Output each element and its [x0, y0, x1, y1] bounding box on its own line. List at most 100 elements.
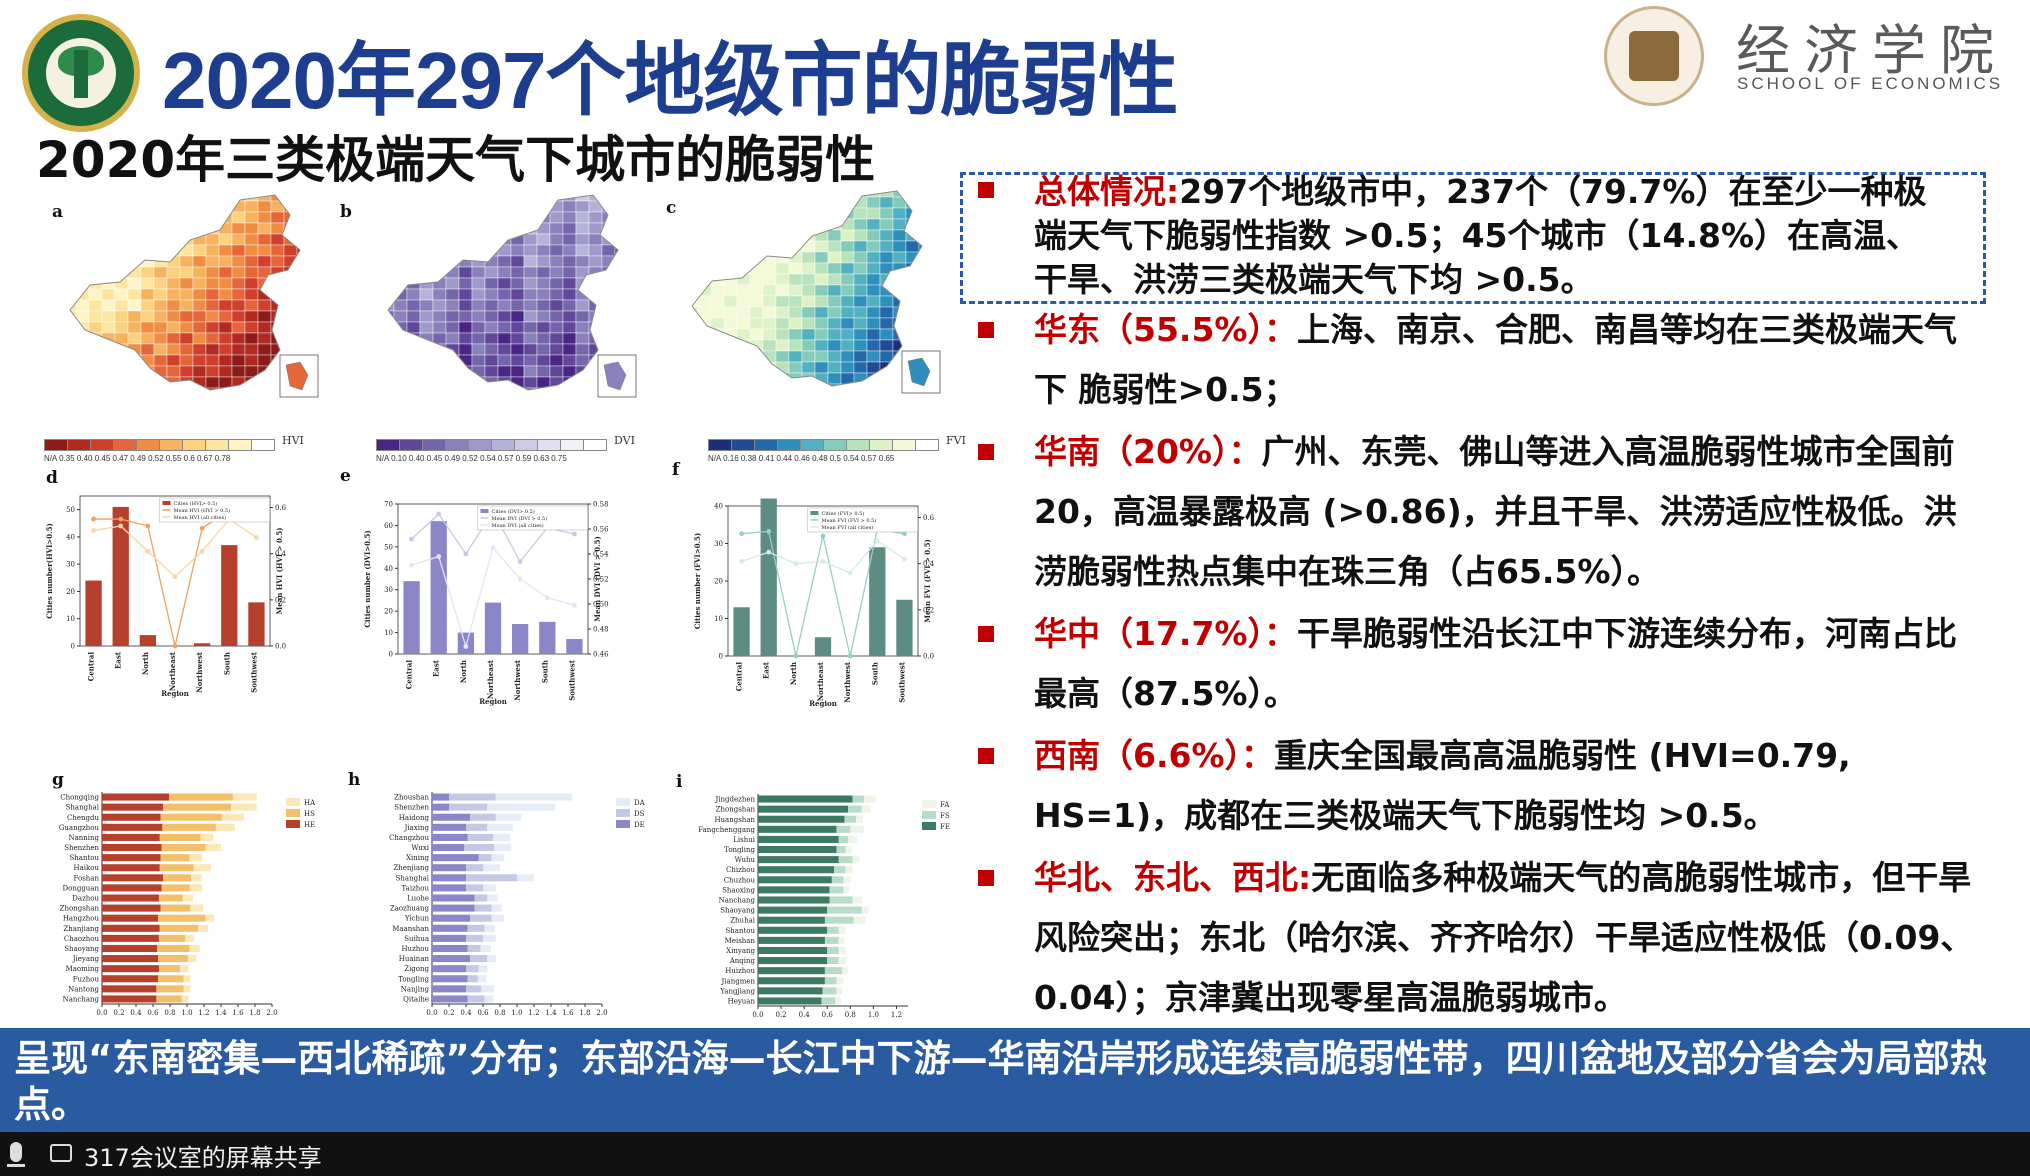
map-cell — [866, 218, 881, 231]
map-cell — [407, 399, 420, 400]
map-cell — [879, 273, 894, 286]
map-cell — [562, 387, 577, 390]
map-cell — [179, 195, 194, 202]
map-cell — [393, 233, 408, 246]
map-cell — [458, 288, 473, 301]
map-cell — [775, 229, 790, 242]
map-cell — [153, 299, 168, 312]
map-cell — [283, 288, 298, 301]
stacked-bar-segment — [432, 995, 468, 1003]
map-cell — [101, 211, 116, 224]
map-cell — [762, 262, 777, 275]
map-cell — [368, 267, 381, 278]
map-cell — [296, 244, 300, 257]
page-title: 2020年297个地级市的脆弱性 — [162, 36, 1178, 125]
map-cell — [368, 377, 381, 388]
map-cell — [88, 266, 103, 279]
map-cell — [406, 200, 421, 213]
map-cell — [762, 191, 777, 198]
legend-label: FA — [940, 801, 950, 809]
microphone-icon[interactable] — [7, 1142, 25, 1167]
stacked-bar-segment — [102, 944, 158, 953]
map-cell — [853, 284, 868, 297]
map-cell — [270, 200, 285, 213]
map-cell — [710, 240, 725, 253]
stacked-bar-segment — [198, 924, 209, 932]
stacked-bar-segment — [850, 825, 865, 833]
map-cell — [697, 229, 712, 242]
map-cell — [75, 365, 90, 378]
map-cell — [762, 383, 777, 386]
map-cell — [206, 399, 219, 400]
map-cell — [879, 218, 894, 231]
map-cell — [697, 295, 712, 308]
stacked-bar-segment — [827, 906, 862, 914]
map-cell — [244, 244, 259, 257]
map-cell — [153, 266, 168, 279]
map-cell — [244, 354, 259, 367]
school-name-cn: 经济学院 — [1736, 19, 2008, 82]
series-point — [517, 576, 523, 582]
x-tick-label: 1.4 — [215, 1009, 227, 1017]
map-cell — [393, 343, 408, 356]
map-cell — [840, 262, 855, 275]
map-cell — [710, 306, 725, 319]
map-inset-shape — [603, 361, 627, 391]
screen-share-icon[interactable] — [50, 1144, 72, 1162]
stacked-bar-segment — [844, 815, 857, 823]
stacked-bar-segment — [758, 926, 828, 934]
x-tick-label: 1.8 — [249, 1009, 260, 1017]
x-tick-label: 1.6 — [232, 1009, 244, 1017]
map-cell — [840, 295, 855, 308]
map-cell — [179, 310, 194, 323]
stacked-bar-segment — [180, 965, 189, 973]
stacked-bar-segment — [432, 843, 465, 852]
legend-swatch — [810, 511, 819, 515]
map-cell — [710, 262, 725, 275]
map-cell — [840, 317, 855, 330]
map-cell — [231, 211, 246, 224]
map-cell — [63, 399, 76, 400]
map-cell — [601, 299, 616, 312]
map-cell — [588, 255, 603, 268]
y-tick-label: 60 — [384, 522, 393, 530]
map-cell — [853, 229, 868, 242]
map-cell — [815, 395, 828, 396]
map-cell — [205, 321, 220, 334]
map-cell — [562, 200, 577, 213]
map-cell — [892, 306, 907, 319]
map-cell — [114, 200, 129, 213]
map-cell — [218, 255, 233, 268]
map-cell — [205, 343, 220, 356]
map-cell — [102, 399, 115, 400]
map-cell — [218, 299, 233, 312]
map-cell — [406, 233, 421, 246]
city-label: Nanjing — [401, 985, 430, 993]
stacked-bar-segment — [758, 916, 825, 924]
map-cell — [244, 200, 259, 213]
map-cell — [114, 277, 129, 290]
map-cell — [575, 211, 590, 224]
map-cell — [692, 306, 699, 319]
map-cell — [775, 262, 790, 275]
map-cell — [628, 333, 638, 344]
map-cell — [736, 273, 751, 286]
bar — [221, 545, 238, 646]
bullet-central: 华中（17.7%）：干旱脆弱性沿长江中下游连续分布，河南占比最高（87.5%）。 — [978, 604, 1974, 724]
city-label: Zhongshan — [716, 806, 756, 814]
map-cell — [827, 350, 842, 363]
map-cell — [628, 322, 638, 333]
stacked-bar-segment — [432, 833, 468, 841]
map-cell — [549, 299, 564, 312]
map-cell — [762, 229, 777, 242]
map-cell — [388, 211, 395, 224]
map-cell — [218, 288, 233, 301]
map-cell — [801, 240, 816, 253]
y2-tick-label: 0.2 — [275, 596, 286, 604]
map-cell — [70, 195, 77, 202]
map-cell — [310, 322, 320, 333]
map-cell — [827, 196, 842, 209]
map-cell — [801, 218, 816, 231]
x-tick-label: North — [459, 660, 468, 683]
map-cell — [775, 218, 790, 231]
